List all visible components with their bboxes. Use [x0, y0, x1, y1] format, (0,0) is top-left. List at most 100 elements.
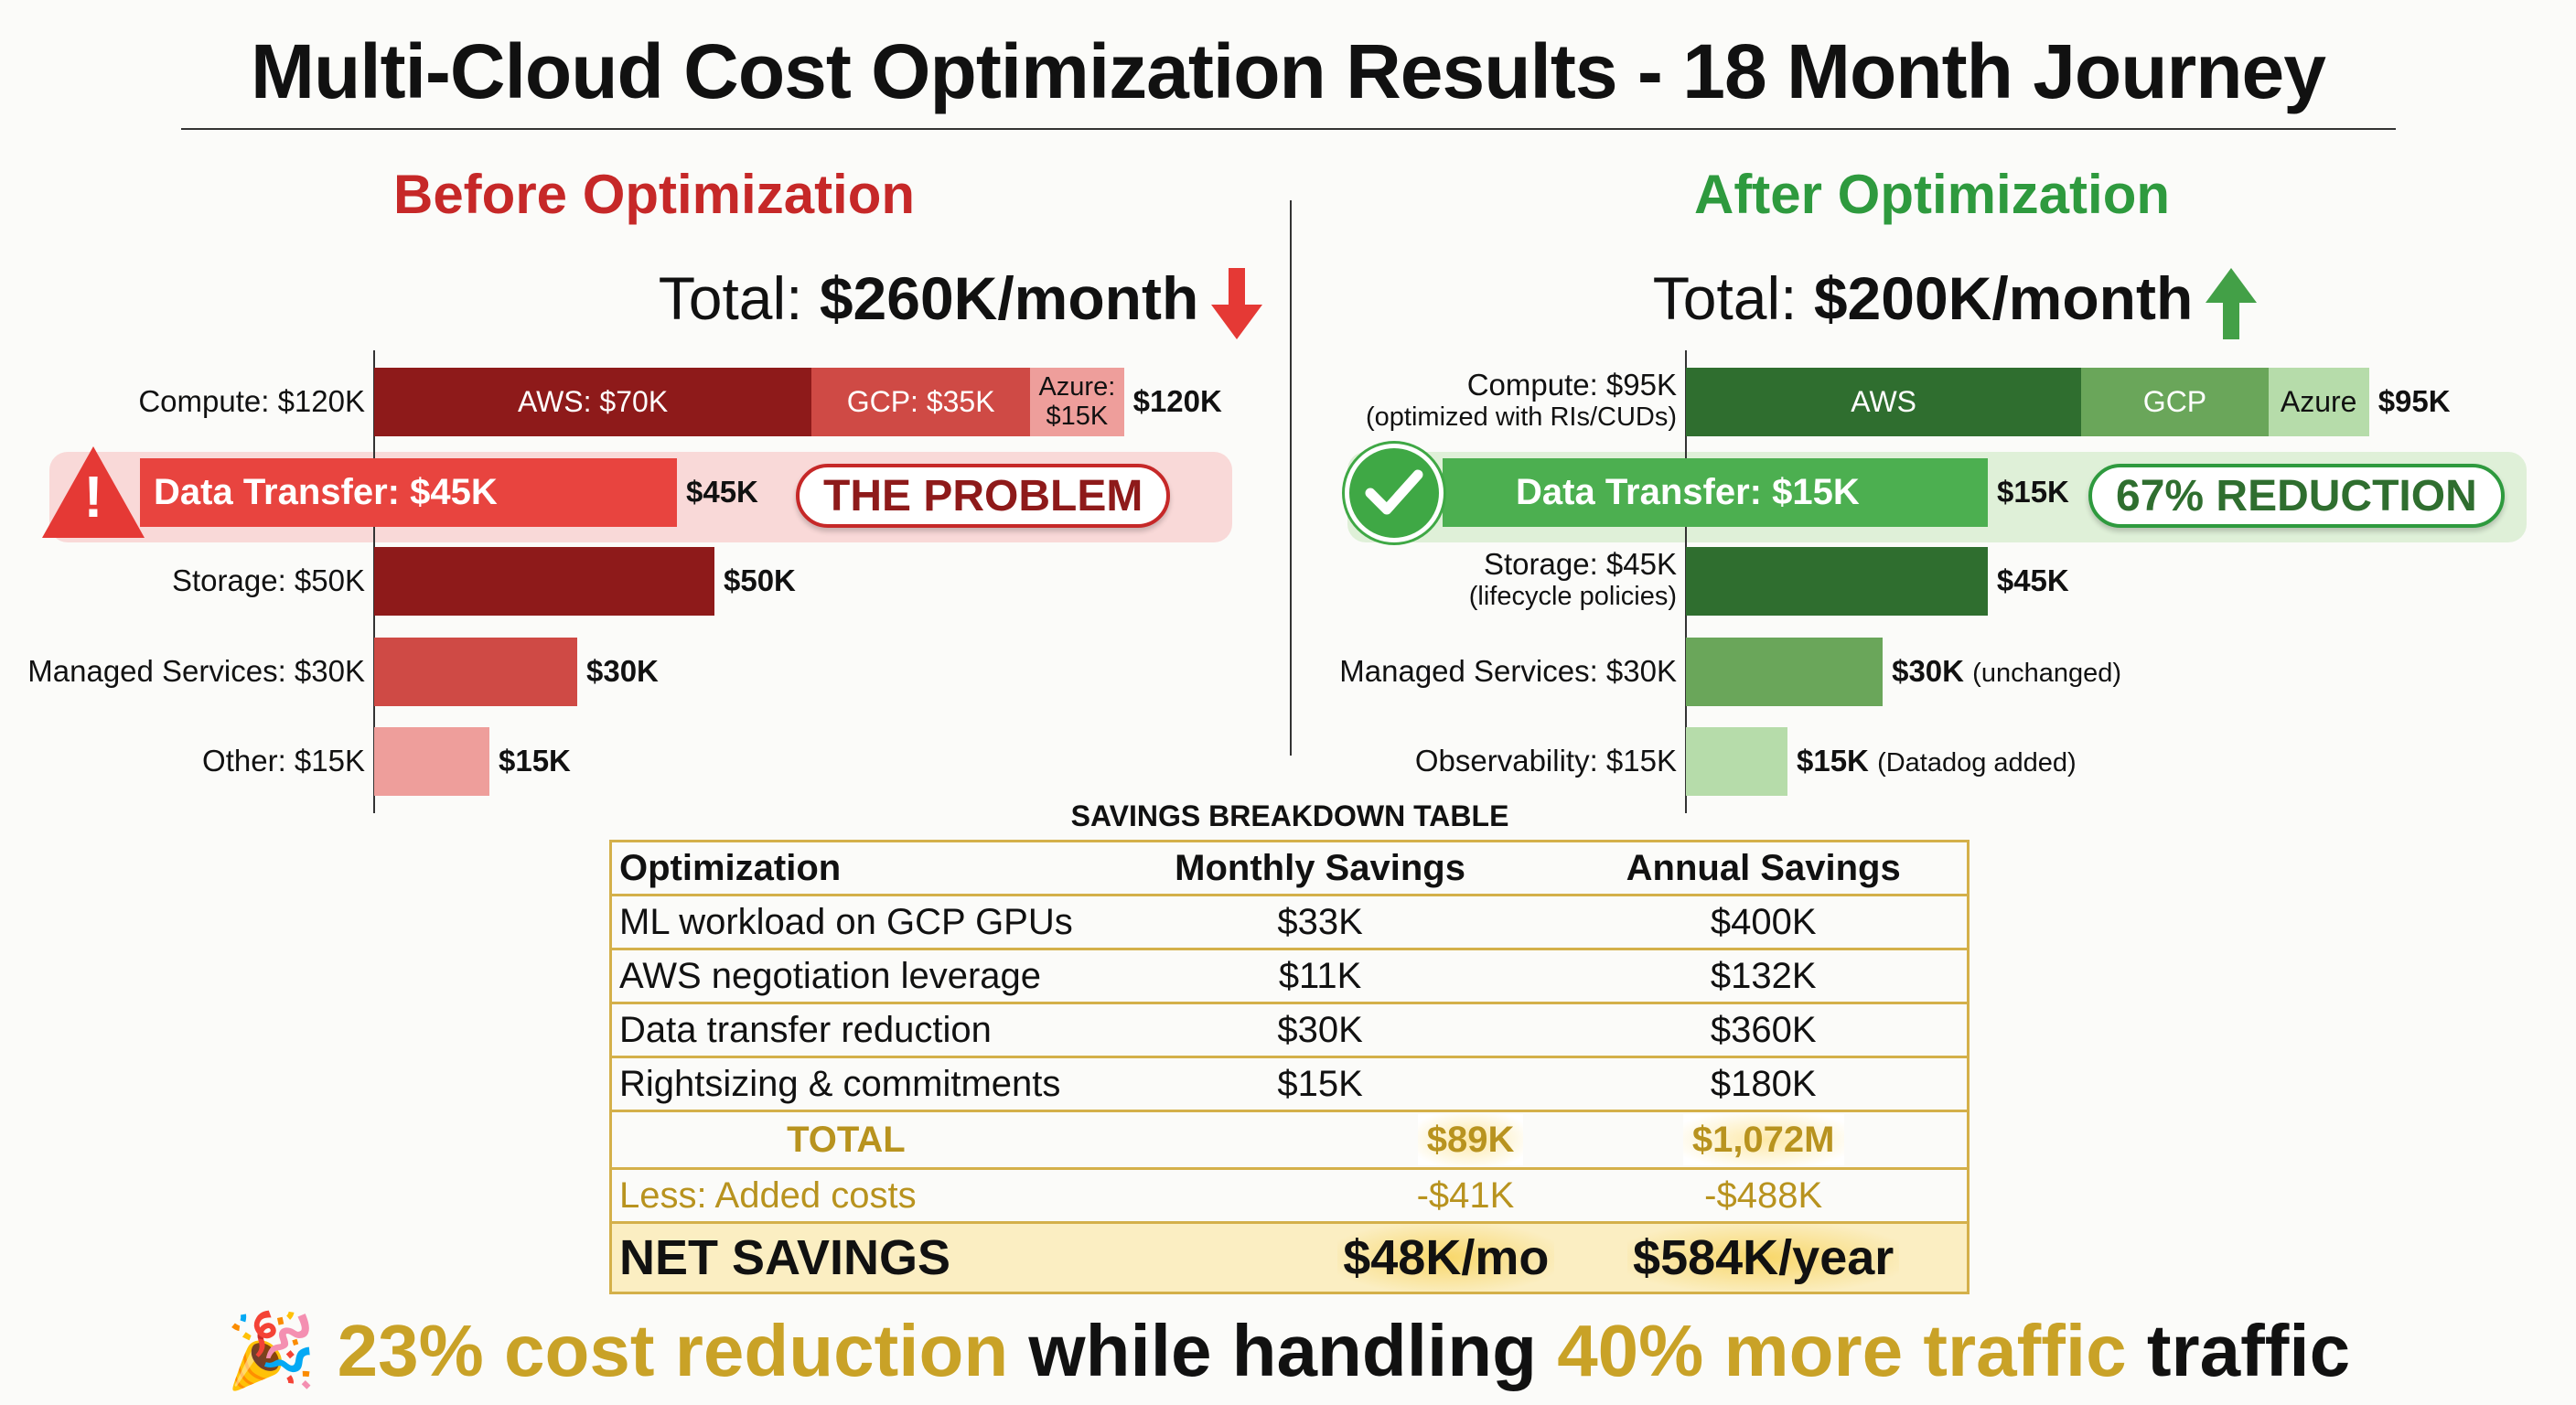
panel-divider	[1290, 200, 1292, 756]
category-name: Other: $15K	[202, 744, 365, 778]
value-label: $50K	[724, 563, 796, 598]
value-label: $30K (unchanged)	[1892, 654, 2121, 689]
total-value: $260K/month	[819, 264, 1199, 332]
category-label: Managed Services: $30K	[1339, 654, 1677, 689]
value: $15K	[1997, 475, 2069, 509]
bar-3	[1686, 638, 1884, 706]
value-label: $120K	[1133, 384, 1222, 419]
category-name: Compute: $120K	[138, 384, 365, 418]
header-optimization: Optimization	[610, 841, 1080, 896]
cell: NET SAVINGS	[610, 1222, 1080, 1294]
cell: $132K	[1560, 949, 1969, 1004]
cell: $180K	[1560, 1056, 1969, 1112]
value: $50K	[724, 563, 796, 597]
category-name: Compute: $95K	[1466, 368, 1677, 402]
category-label: Compute: $95K (optimized with RIs/CUDs)	[1366, 368, 1677, 433]
bar-segment-gcp: GCP: $35K	[811, 368, 1031, 436]
after-title: After Optimization	[1694, 164, 2170, 225]
value: $30K	[586, 654, 659, 688]
summary-text-end: traffic	[2126, 1310, 2351, 1391]
net-monthly: $48K/mo	[1337, 1225, 1555, 1291]
cell: $400K	[1560, 895, 1969, 950]
arrow-down-icon	[1211, 267, 1263, 339]
table-row: Rightsizing & commitments $15K $180K	[610, 1056, 1969, 1112]
value: $15K	[499, 744, 571, 778]
total-row: TOTAL $89K $1,072M	[610, 1110, 1969, 1170]
page-title: Multi-Cloud Cost Optimization Results - …	[251, 28, 2326, 114]
summary-highlight-2: 40% more traffic	[1557, 1310, 2127, 1391]
summary-text: while handling	[1008, 1310, 1558, 1391]
party-popper-icon: 🎉	[225, 1310, 317, 1391]
category-name: Storage: $45K	[1484, 547, 1677, 581]
cell: Rightsizing & commitments	[610, 1056, 1080, 1112]
cell: AWS negotiation leverage	[610, 949, 1080, 1004]
cell: $360K	[1560, 1003, 1969, 1058]
bar-2	[374, 547, 714, 616]
bar-0: AWS: $70K GCP: $35K Azure: $15K	[374, 368, 1124, 436]
category-name: Storage: $50K	[172, 563, 365, 597]
value: $45K	[686, 475, 758, 509]
bar-3	[374, 638, 577, 706]
less-row: Less: Added costs -$41K -$488K	[610, 1168, 1969, 1224]
bar-segment-azure: Azure: $15K	[1030, 368, 1124, 436]
cell: ML workload on GCP GPUs	[610, 895, 1080, 950]
table-title: SAVINGS BREAKDOWN TABLE	[1070, 799, 1509, 832]
cell: -$488K	[1560, 1168, 1969, 1224]
value-note: (unchanged)	[1972, 659, 2121, 688]
total-monthly: $89K	[1417, 1113, 1524, 1165]
value: $45K	[1996, 563, 2069, 597]
value: $30K	[1892, 654, 1964, 688]
table-row: ML workload on GCP GPUs $33K $400K	[610, 895, 1969, 950]
bar-segment-aws: AWS	[1686, 368, 2082, 436]
value-label: $95K	[2378, 384, 2451, 419]
value: $95K	[2377, 384, 2451, 418]
cell: $584K/year	[1560, 1222, 1969, 1294]
value-note: (Datadog added)	[1877, 748, 2077, 778]
table-row: AWS negotiation leverage $11K $132K	[610, 949, 1969, 1004]
category-label: Compute: $120K	[138, 384, 365, 419]
category-sublabel: (optimized with RIs/CUDs)	[1366, 402, 1677, 432]
cell: Data transfer reduction	[610, 1003, 1080, 1058]
category-label: Storage: $45K (lifecycle policies)	[1469, 547, 1677, 612]
category-label: Storage: $50K	[172, 563, 365, 598]
bar-0: AWS GCP Azure	[1686, 368, 2369, 436]
table-header-row: Optimization Monthly Savings Annual Savi…	[610, 841, 1969, 896]
net-row: NET SAVINGS $48K/mo $584K/year	[610, 1222, 1969, 1294]
total-prefix: Total:	[658, 264, 820, 332]
table-row: Data transfer reduction $30K $360K	[610, 1003, 1969, 1058]
category-name: Managed Services: $30K	[27, 654, 365, 688]
check-circle-icon	[1345, 444, 1444, 542]
category-sublabel: (lifecycle policies)	[1468, 581, 1677, 611]
category-name: Observability: $15K	[1414, 744, 1677, 778]
cell: -$41K	[1079, 1168, 1561, 1224]
arrow-up-icon	[2206, 267, 2258, 339]
data-transfer-bar: Data Transfer: $45K	[140, 458, 677, 527]
value-label: $15K (Datadog added)	[1797, 744, 2077, 778]
cell: $48K/mo	[1079, 1222, 1561, 1294]
summary-line: 🎉 23% cost reduction while handling 40% …	[0, 1308, 2576, 1394]
value-label: $15K	[499, 744, 571, 778]
warning-icon	[42, 446, 145, 538]
cell: Less: Added costs	[610, 1168, 1080, 1224]
header-annual: Annual Savings	[1560, 841, 1969, 896]
total-value: $200K/month	[1813, 264, 2194, 332]
value-label: $45K	[1997, 563, 2069, 598]
bar-segment-azure: Azure	[2268, 368, 2369, 436]
bar-segment-aws: AWS: $70K	[374, 368, 812, 436]
bar-4	[374, 727, 489, 796]
value: $120K	[1132, 384, 1222, 418]
total-annual: $1,072M	[1682, 1113, 1844, 1165]
category-label: Observability: $15K	[1415, 744, 1677, 778]
callout-badge: THE PROBLEM	[796, 464, 1171, 528]
value-label: $30K	[586, 654, 659, 689]
data-transfer-bar: Data Transfer: $15K	[1443, 458, 1988, 527]
callout-badge: 67% REDUCTION	[2088, 464, 2505, 528]
title-divider	[181, 128, 2396, 130]
total-prefix: Total:	[1652, 264, 1814, 332]
before-total: Total: $260K/month	[412, 263, 1509, 339]
category-label: Managed Services: $30K	[27, 654, 365, 689]
bar-segment-gcp: GCP	[2081, 368, 2269, 436]
cell: $1,072M	[1560, 1110, 1969, 1170]
after-total: Total: $200K/month	[1406, 263, 2504, 339]
value-label: $45K	[686, 475, 758, 509]
